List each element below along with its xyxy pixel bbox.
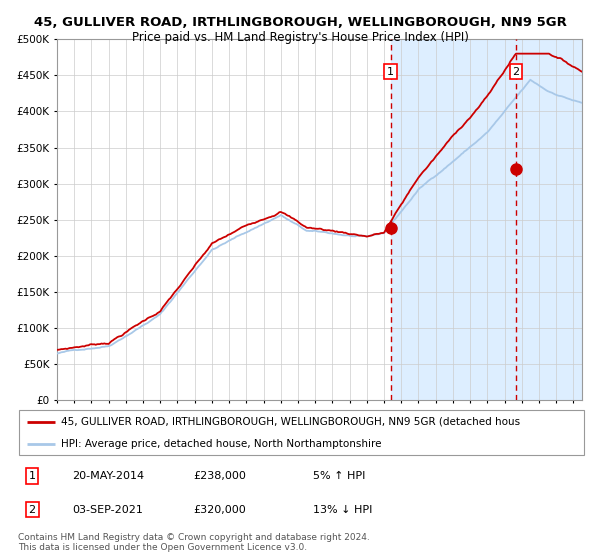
Text: 13% ↓ HPI: 13% ↓ HPI xyxy=(313,505,372,515)
FancyBboxPatch shape xyxy=(19,410,584,455)
Bar xyxy=(391,39,599,400)
Text: 1: 1 xyxy=(29,471,35,481)
Text: Contains HM Land Registry data © Crown copyright and database right 2024.: Contains HM Land Registry data © Crown c… xyxy=(18,533,370,542)
Text: 2: 2 xyxy=(29,505,36,515)
Text: 03-SEP-2021: 03-SEP-2021 xyxy=(72,505,143,515)
Text: £320,000: £320,000 xyxy=(194,505,247,515)
Text: 20-MAY-2014: 20-MAY-2014 xyxy=(72,471,144,481)
Text: 1: 1 xyxy=(387,67,394,77)
Text: 45, GULLIVER ROAD, IRTHLINGBOROUGH, WELLINGBOROUGH, NN9 5GR: 45, GULLIVER ROAD, IRTHLINGBOROUGH, WELL… xyxy=(34,16,566,29)
Text: £238,000: £238,000 xyxy=(194,471,247,481)
Text: 2: 2 xyxy=(512,67,520,77)
Text: 5% ↑ HPI: 5% ↑ HPI xyxy=(313,471,365,481)
Text: This data is licensed under the Open Government Licence v3.0.: This data is licensed under the Open Gov… xyxy=(18,543,307,552)
Text: 45, GULLIVER ROAD, IRTHLINGBOROUGH, WELLINGBOROUGH, NN9 5GR (detached hous: 45, GULLIVER ROAD, IRTHLINGBOROUGH, WELL… xyxy=(61,417,520,427)
Text: Price paid vs. HM Land Registry's House Price Index (HPI): Price paid vs. HM Land Registry's House … xyxy=(131,31,469,44)
Text: HPI: Average price, detached house, North Northamptonshire: HPI: Average price, detached house, Nort… xyxy=(61,438,381,449)
